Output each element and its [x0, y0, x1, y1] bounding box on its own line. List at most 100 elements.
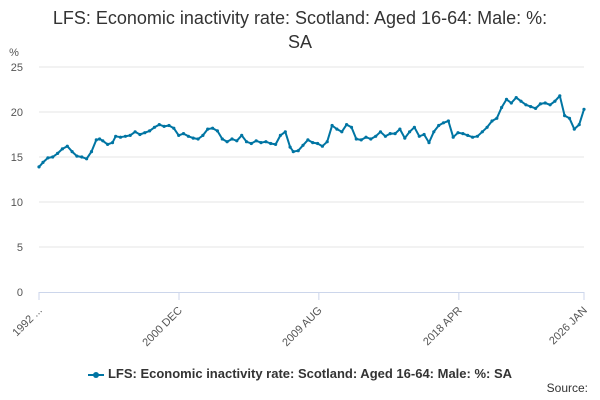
data-point: [215, 129, 219, 133]
data-point: [374, 134, 378, 138]
data-point: [558, 94, 562, 98]
data-point: [46, 156, 50, 160]
data-point: [264, 140, 268, 144]
data-point: [138, 132, 142, 137]
data-point: [495, 116, 499, 120]
data-point: [354, 137, 358, 141]
x-tick-label: 1992 ...: [10, 305, 44, 339]
data-point: [98, 137, 102, 141]
data-point: [254, 139, 258, 143]
data-point: [283, 130, 287, 134]
data-point: [278, 133, 282, 137]
data-point: [524, 103, 528, 107]
data-point: [475, 134, 479, 138]
data-point: [56, 151, 60, 155]
data-point: [359, 138, 363, 142]
data-point: [335, 127, 339, 131]
data-point: [37, 165, 41, 169]
data-point: [456, 131, 460, 135]
data-point: [345, 123, 349, 127]
data-point: [466, 133, 470, 137]
data-point: [393, 132, 397, 136]
data-point: [85, 157, 89, 161]
data-point: [446, 119, 450, 123]
x-tick-label: 2026 JAN: [547, 305, 590, 348]
data-point: [311, 141, 315, 145]
data-point: [529, 105, 533, 109]
data-point: [291, 150, 295, 154]
data-point: [490, 119, 494, 123]
x-tick-label: 2000 DEC: [140, 305, 184, 349]
data-point: [582, 107, 586, 111]
data-point: [500, 105, 504, 110]
data-point: [320, 144, 324, 148]
data-point: [211, 126, 215, 130]
chart-title: LFS: Economic inactivity rate: Scotland:…: [52, 8, 548, 52]
data-point: [349, 125, 354, 129]
data-point: [186, 134, 190, 138]
data-point: [70, 150, 74, 154]
data-point: [422, 132, 426, 137]
data-point: [480, 130, 484, 134]
y-tick-label: 0: [17, 287, 23, 299]
x-tick-label: 2018 APR: [421, 305, 465, 349]
data-point: [196, 137, 200, 141]
data-point: [225, 140, 229, 144]
data-point: [148, 129, 152, 133]
data-point: [244, 140, 249, 144]
data-point: [94, 138, 98, 142]
x-tick-label: 2009 AUG: [280, 305, 324, 349]
data-point: [538, 102, 543, 106]
data-point: [235, 139, 239, 143]
data-point: [269, 141, 273, 146]
data-point: [577, 123, 581, 127]
legend[interactable]: LFS: Economic inactivity rate: Scotland:…: [0, 366, 600, 381]
data-point: [563, 114, 567, 118]
data-point: [89, 150, 94, 154]
data-point: [114, 134, 118, 138]
y-tick-label: 20: [11, 107, 23, 119]
data-point: [172, 126, 176, 130]
data-point: [128, 133, 132, 137]
data-point: [60, 147, 64, 151]
data-point: [157, 123, 161, 127]
y-tick-label: 10: [11, 197, 23, 209]
data-point: [316, 141, 320, 146]
data-point: [191, 136, 195, 140]
data-point: [485, 125, 489, 129]
y-axis-label: %: [9, 47, 19, 59]
data-point: [259, 141, 263, 145]
data-point: [206, 127, 210, 131]
data-point: [201, 133, 205, 137]
legend-label: LFS: Economic inactivity rate: Scotland:…: [107, 366, 513, 381]
data-point: [553, 99, 557, 103]
data-point: [101, 139, 105, 143]
y-tick-label: 25: [11, 62, 23, 74]
legend-marker-icon: [87, 371, 104, 378]
data-point: [514, 96, 518, 100]
data-point: [543, 101, 547, 105]
data-point: [340, 130, 344, 134]
data-point: [325, 140, 329, 144]
data-point: [240, 133, 244, 137]
data-point: [548, 103, 552, 107]
data-point: [306, 138, 310, 142]
data-point: [451, 135, 455, 139]
data-point: [461, 132, 465, 136]
data-point: [504, 97, 509, 101]
data-point: [177, 133, 181, 137]
data-point: [106, 142, 110, 146]
data-point: [181, 132, 186, 136]
data-point: [383, 134, 387, 138]
data-point: [437, 123, 441, 128]
data-point: [427, 141, 431, 145]
source-label: Source:: [546, 381, 588, 395]
data-point: [288, 145, 292, 149]
y-tick-label: 15: [11, 152, 23, 164]
data-point: [441, 121, 446, 125]
data-point: [534, 106, 538, 110]
data-point: [133, 130, 137, 134]
data-point: [123, 134, 127, 138]
data-point: [152, 125, 157, 129]
